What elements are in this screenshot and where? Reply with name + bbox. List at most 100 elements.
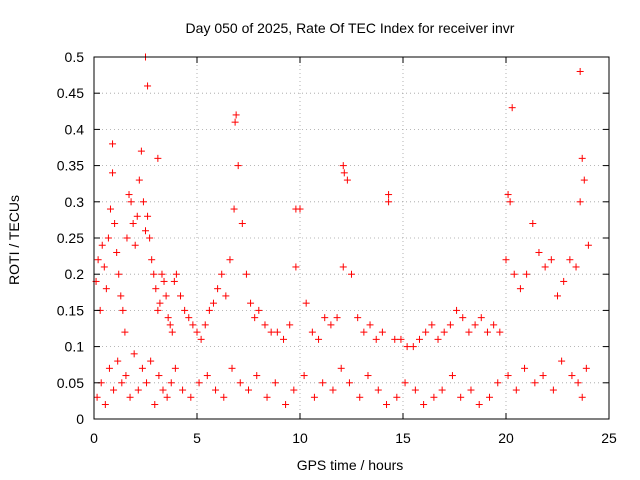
data-point [267,328,275,336]
data-point [170,277,178,285]
data-point [148,256,156,264]
data-point [364,372,372,380]
data-point [152,285,160,293]
data-point [263,393,271,401]
data-point [127,198,135,206]
x-tick-label: 0 [90,430,98,446]
data-point [383,401,391,409]
data-point [133,212,141,220]
data-point [438,386,446,394]
data-point [512,386,520,394]
data-point [576,67,584,75]
data-point [230,205,238,213]
data-point [154,306,162,314]
data-point [111,220,119,228]
data-point [144,82,152,90]
y-tick-label: 0 [76,411,84,427]
data-point [340,169,348,177]
data-point [385,191,393,199]
data-point [315,335,323,343]
data-point [378,328,386,336]
data-point [172,270,180,278]
data-point [195,379,203,387]
data-point [415,335,423,343]
data-point [554,292,561,300]
data-point [109,169,117,177]
data-point [212,386,220,394]
data-point [360,328,368,336]
data-point [209,299,217,307]
data-point [348,270,355,278]
data-point [393,393,401,401]
data-point [403,343,411,351]
data-point [255,306,263,314]
data-point [151,401,159,409]
plot-frame [93,56,610,420]
data-point [510,270,518,278]
x-axis-label: GPS time / hours [297,457,404,473]
y-tick-label: 0.5 [65,49,85,65]
data-point [290,386,298,394]
data-point [201,321,209,329]
data-point [236,379,244,387]
data-point [271,379,279,387]
data-point [163,393,171,401]
data-point [475,401,483,409]
data-point [372,335,380,343]
data-point [467,386,475,394]
data-point [282,401,290,409]
data-point [446,321,454,329]
data-point [572,263,580,271]
data-point [125,191,133,199]
data-point [142,227,149,235]
data-point [101,401,109,409]
data-point [529,220,537,228]
data-point [171,364,179,372]
y-tick-label: 0.05 [57,375,84,391]
data-point [154,154,162,162]
data-point [158,270,166,278]
data-point [496,328,504,336]
data-point [234,162,242,170]
data-point [337,364,345,372]
data-point [137,147,145,155]
data-point [576,198,584,206]
data-points [92,53,592,409]
data-point [521,364,529,372]
data-point [242,270,250,278]
y-tick-label: 0.25 [57,230,84,246]
data-point [560,277,568,285]
data-point [535,248,543,256]
data-point [333,314,341,322]
data-point [286,321,294,329]
data-point [118,379,126,387]
data-point [547,256,555,264]
data-point [138,364,146,372]
data-point [115,270,123,278]
gridlines [94,57,609,419]
data-point [448,372,456,380]
data-point [167,379,175,387]
data-point [490,321,498,329]
data-point [160,277,168,285]
data-point [292,205,300,213]
data-point [321,314,329,322]
data-point [218,270,226,278]
axis-ticks: 0 0.05 0.1 0.15 0.2 0.25 0.3 0.35 0.4 0.45 0.5 0 5 10… [57,49,617,446]
data-point [177,292,185,300]
data-point [580,176,588,184]
data-point [366,321,374,329]
data-point [578,154,586,162]
data-point [302,299,310,307]
data-point [98,241,106,249]
data-point [135,176,143,184]
data-point [397,335,405,343]
data-point [308,328,316,336]
data-point [134,386,142,394]
data-point [187,393,195,401]
data-point [155,372,163,380]
data-point [123,234,131,242]
data-point [247,299,255,307]
data-point [100,263,108,271]
data-point [391,335,399,343]
